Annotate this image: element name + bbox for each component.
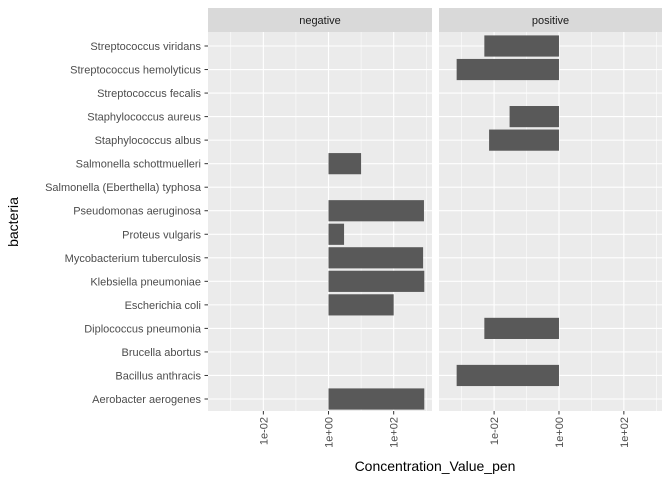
- x-axis-title: Concentration_Value_pen: [355, 458, 516, 474]
- y-tick-label: Pseudomonas aeruginosa: [73, 206, 202, 218]
- bar: [328, 247, 424, 269]
- bar: [328, 388, 425, 410]
- x-axis-positive: 1e-02 1e+00 1e+02: [489, 411, 631, 448]
- facet-panel-positive: positive: [439, 8, 662, 411]
- y-tick-label: Klebsiella pneumoniae: [90, 276, 201, 288]
- y-tick-label: Brucella abortus: [122, 347, 202, 359]
- y-tick-label: Streptococcus fecalis: [97, 88, 201, 100]
- x-axes: 1e-02 1e+00 1e+02 1e-02 1e+00 1e+02: [258, 411, 631, 448]
- x-tick-label: 1e-02: [258, 417, 270, 445]
- bar: [489, 129, 559, 151]
- facet-panel-negative: negative: [208, 8, 432, 411]
- bar: [484, 317, 559, 339]
- x-tick-label: 1e+02: [619, 417, 631, 448]
- bar: [509, 106, 559, 128]
- y-tick-label: Bacillus anthracis: [115, 370, 201, 382]
- panel-background: [439, 32, 662, 411]
- x-tick-label: 1e+00: [324, 417, 336, 448]
- strip-background: [208, 8, 432, 32]
- bar: [328, 294, 394, 316]
- bar: [328, 270, 425, 292]
- y-tick-label: Mycobacterium tuberculosis: [65, 253, 202, 265]
- y-tick-label: Staphylococcus aureus: [87, 112, 201, 124]
- y-tick-label: Streptococcus hemolyticus: [70, 65, 201, 77]
- bar: [328, 153, 362, 175]
- bar: [328, 223, 345, 245]
- facet-panels: negative positive: [208, 8, 662, 411]
- x-tick-label: 1e-02: [489, 417, 501, 445]
- y-axis-title: bacteria: [5, 197, 21, 247]
- strip-label: positive: [532, 15, 569, 27]
- y-tick-label: Salmonella schottmuelleri: [76, 159, 201, 171]
- y-tick-label: Staphylococcus albus: [95, 135, 202, 147]
- bar: [484, 35, 559, 57]
- bar: [456, 58, 559, 81]
- y-tick-label: Salmonella (Eberthella) typhosa: [45, 182, 202, 194]
- panel-background: [208, 32, 432, 411]
- strip-label: negative: [299, 15, 341, 27]
- bar: [456, 364, 559, 387]
- x-tick-label: 1e+02: [389, 417, 401, 448]
- y-tick-label: Aerobacter aerogenes: [92, 394, 201, 406]
- y-tick-label: Escherichia coli: [125, 300, 201, 312]
- y-axis: Streptococcus viridans Streptococcus hemo…: [45, 41, 208, 406]
- x-axis-negative: 1e-02 1e+00 1e+02: [258, 411, 401, 448]
- y-tick-label: Proteus vulgaris: [122, 229, 201, 241]
- bar: [328, 200, 424, 222]
- y-tick-label: Diplococcus pneumonia: [84, 323, 202, 335]
- strip-background: [439, 8, 662, 32]
- y-tick-label: Streptococcus viridans: [90, 41, 201, 53]
- x-tick-label: 1e+00: [554, 417, 566, 448]
